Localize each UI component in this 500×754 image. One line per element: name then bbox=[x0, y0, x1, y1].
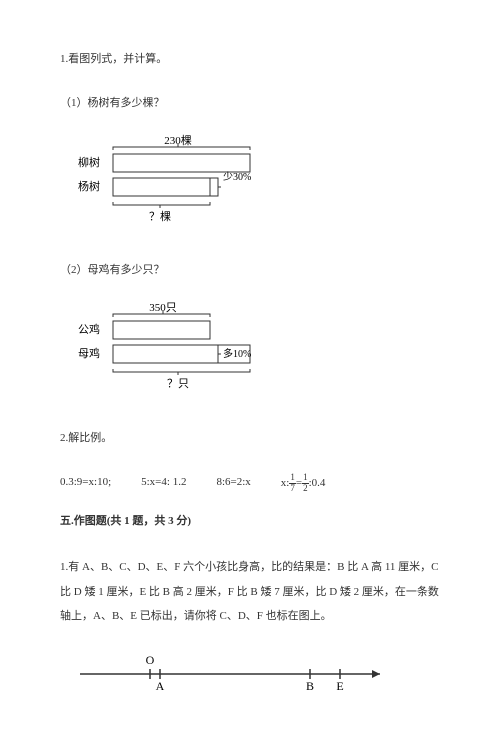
q1-title: 1.看图列式，并计算。 bbox=[60, 50, 440, 70]
diagram-tree: 230棵 柳树 杨树 少30% ？棵 bbox=[78, 132, 440, 240]
d1-bottom-label: ？棵 bbox=[149, 209, 171, 223]
section5-heading: 五.作图题(共 1 题，共 3 分) bbox=[60, 512, 440, 532]
eq4-pre: x: bbox=[281, 477, 290, 489]
chicken-bar-diagram: 350只 公鸡 母鸡 多10% ？只 bbox=[78, 299, 298, 399]
question-2: 2.解比例。 bbox=[60, 429, 440, 449]
q2-title: 2.解比例。 bbox=[60, 429, 440, 449]
eq1: 0.3:9=x:10; bbox=[60, 473, 111, 493]
question-1: 1.看图列式，并计算。 bbox=[60, 50, 440, 70]
numberline: O A B E bbox=[60, 646, 440, 704]
d2-row1-label: 公鸡 bbox=[78, 322, 100, 336]
q2-equations: 0.3:9=x:10; 5:x=4: 1.2 8:6=2:x x:17=12:0… bbox=[60, 473, 440, 494]
d2-row2-label: 母鸡 bbox=[78, 346, 100, 360]
d1-row1-bar bbox=[113, 154, 250, 172]
diagram-chicken: 350只 公鸡 母鸡 多10% ？只 bbox=[78, 299, 440, 407]
d2-bottom-brace bbox=[113, 369, 250, 375]
numberline-svg: O A B E bbox=[60, 646, 400, 696]
d2-row1-bar bbox=[113, 321, 210, 339]
eq4: x:17=12:0.4 bbox=[281, 473, 326, 494]
d2-diff-label: 多10% bbox=[223, 347, 251, 360]
q1-sub2: （2）母鸡有多少只？ bbox=[60, 261, 440, 281]
eq4-post: :0.4 bbox=[309, 477, 326, 489]
d1-diff-brace bbox=[210, 178, 221, 196]
section5-body: 1.有 A、B、C、D、E、F 六个小孩比身高，比的结果是：B 比 A 高 11… bbox=[60, 555, 440, 628]
d1-bottom-brace bbox=[113, 202, 210, 208]
d2-bottom-label: ？只 bbox=[167, 378, 189, 390]
eq2: 5:x=4: 1.2 bbox=[141, 473, 186, 493]
label-A: A bbox=[156, 679, 165, 693]
eq3: 8:6=2:x bbox=[216, 473, 250, 493]
arrowhead-icon bbox=[372, 670, 380, 678]
d1-row2-bar bbox=[113, 178, 210, 196]
tree-bar-diagram: 230棵 柳树 杨树 少30% ？棵 bbox=[78, 132, 298, 232]
d1-row2-label: 杨树 bbox=[78, 179, 100, 193]
label-O: O bbox=[146, 653, 155, 667]
d1-row1-label: 柳树 bbox=[78, 155, 100, 169]
label-E: E bbox=[336, 679, 343, 693]
q1-sub1: （1）杨树有多少棵？ bbox=[60, 94, 440, 114]
d1-diff-label: 少30% bbox=[223, 171, 251, 183]
label-B: B bbox=[306, 679, 314, 693]
